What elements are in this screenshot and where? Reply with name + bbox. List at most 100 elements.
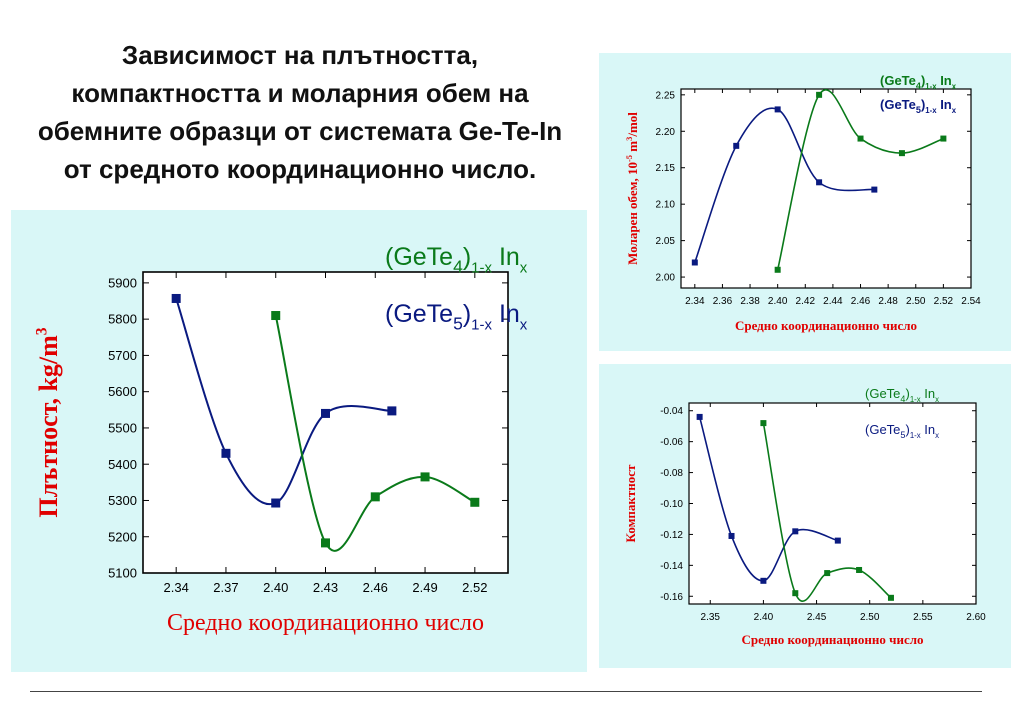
x-tick-label: 2.40 bbox=[768, 296, 788, 307]
x-tick-label: 2.50 bbox=[906, 296, 926, 307]
plot-area bbox=[142, 271, 509, 574]
data-point bbox=[898, 150, 905, 157]
x-tick-label: 2.44 bbox=[823, 296, 843, 307]
molar-volume-chart-panel: 2.25 2.20 2.15 2.10 2.05 2.00 2.34 2.36 2.38 2.40… bbox=[599, 53, 1011, 351]
compactness-chart: -0.04 -0.06 -0.08 -0.10 -0.12 -0.14 -0.16 2.35 2… bbox=[623, 386, 986, 647]
data-point bbox=[871, 186, 878, 193]
data-point bbox=[728, 532, 735, 539]
x-tick-label: 2.48 bbox=[878, 296, 898, 307]
x-tick-label: 2.50 bbox=[860, 612, 880, 623]
data-point bbox=[696, 413, 703, 420]
footer-divider bbox=[30, 691, 982, 692]
title-line: Зависимост на плътността, bbox=[121, 40, 479, 70]
plot-area bbox=[680, 88, 972, 289]
y-tick-label: 2.00 bbox=[656, 273, 676, 284]
data-point bbox=[760, 577, 767, 584]
y-tick-label: -0.04 bbox=[660, 406, 683, 417]
x-tick-label: 2.38 bbox=[740, 296, 760, 307]
data-point bbox=[321, 538, 330, 548]
series-line-2 bbox=[762, 422, 892, 602]
x-tick-label: 2.46 bbox=[363, 580, 388, 595]
data-point bbox=[370, 492, 380, 502]
data-point bbox=[857, 135, 864, 142]
x-tick-label: 2.60 bbox=[966, 612, 986, 623]
legend-entry-2: (GeTe5)1-x Inx bbox=[385, 300, 528, 334]
legend-entry-2: (GeTe5)1-x Inx bbox=[880, 97, 957, 115]
data-point bbox=[321, 408, 330, 418]
x-tick-label: 2.34 bbox=[685, 296, 705, 307]
data-point bbox=[221, 448, 231, 458]
x-tick-label: 2.45 bbox=[807, 612, 827, 623]
data-point bbox=[420, 472, 430, 482]
x-tick-label: 2.36 bbox=[713, 296, 733, 307]
data-point bbox=[856, 566, 863, 573]
x-tick-label: 2.54 bbox=[961, 296, 981, 307]
data-point bbox=[792, 590, 799, 597]
data-point bbox=[774, 106, 781, 113]
x-tick-label: 2.52 bbox=[934, 296, 954, 307]
data-point bbox=[691, 259, 698, 266]
x-tick-label: 2.52 bbox=[462, 580, 487, 595]
title-line: от средното координационно число. bbox=[63, 154, 537, 184]
data-point bbox=[733, 142, 740, 149]
legend-entry-1: (GeTe4)1-x Inx bbox=[880, 73, 957, 91]
y-tick-label: 5500 bbox=[108, 420, 137, 435]
data-point bbox=[271, 311, 281, 321]
legend-entry-1: (GeTe4)1-x Inx bbox=[385, 243, 528, 277]
y-tick-label: -0.06 bbox=[660, 437, 683, 448]
y-tick-label: 5800 bbox=[108, 312, 137, 327]
molar-volume-chart: 2.25 2.20 2.15 2.10 2.05 2.00 2.34 2.36 2.38 2.40… bbox=[624, 73, 981, 333]
y-tick-label: 5100 bbox=[108, 566, 137, 581]
y-tick-label: 2.20 bbox=[656, 127, 676, 138]
y-axis-label: Моларен обем, 10-5 m3/mol bbox=[624, 112, 640, 265]
data-point bbox=[760, 420, 767, 427]
series-line-2 bbox=[776, 89, 944, 270]
y-tick-label: 2.10 bbox=[656, 200, 676, 211]
y-tick-label: 2.15 bbox=[656, 163, 676, 174]
legend-entry-2: (GeTe5)1-x Inx bbox=[865, 422, 939, 440]
compactness-chart-panel: -0.04 -0.06 -0.08 -0.10 -0.12 -0.14 -0.16 2.35 2… bbox=[599, 364, 1011, 668]
data-point bbox=[816, 179, 823, 186]
y-tick-label: -0.08 bbox=[660, 468, 683, 479]
x-tick-label: 2.43 bbox=[313, 580, 338, 595]
x-axis-label: Средно координационно число bbox=[735, 318, 917, 333]
y-tick-label: 5900 bbox=[108, 275, 137, 290]
y-tick-label: -0.10 bbox=[660, 499, 683, 510]
x-axis-label: Средно координационно число bbox=[167, 610, 484, 636]
data-point bbox=[387, 406, 397, 416]
title-line: обемните образци от системата Ge-Te-In bbox=[37, 116, 563, 146]
x-tick-label: 2.40 bbox=[754, 612, 774, 623]
y-tick-label: 2.05 bbox=[656, 236, 676, 247]
y-tick-label: 5700 bbox=[108, 348, 137, 363]
data-point bbox=[792, 528, 799, 535]
y-tick-label: -0.14 bbox=[660, 561, 683, 572]
x-tick-label: 2.49 bbox=[412, 580, 437, 595]
x-tick-label: 2.46 bbox=[851, 296, 871, 307]
data-point bbox=[887, 594, 894, 601]
x-tick-label: 2.55 bbox=[913, 612, 933, 623]
y-axis-label: Плътност, kg/m3 bbox=[34, 327, 63, 517]
x-tick-label: 2.37 bbox=[213, 580, 238, 595]
y-tick-label: 5400 bbox=[108, 457, 137, 472]
x-tick-label: 2.34 bbox=[164, 580, 189, 595]
x-tick-label: 2.42 bbox=[796, 296, 816, 307]
data-point bbox=[940, 135, 947, 142]
x-tick-label: 2.40 bbox=[263, 580, 288, 595]
legend-entry-1: (GeTe4)1-x Inx bbox=[865, 386, 939, 404]
data-point bbox=[271, 498, 281, 508]
y-tick-label: 2.25 bbox=[656, 90, 676, 101]
density-chart: 5900 5800 5700 5600 5500 5400 5300 5200 5100 2.34… bbox=[34, 243, 528, 636]
x-tick-label: 2.35 bbox=[701, 612, 721, 623]
data-point bbox=[824, 570, 831, 577]
y-tick-label: 5600 bbox=[108, 384, 137, 399]
title-line: компактността и моларния обем на bbox=[71, 78, 529, 108]
y-tick-label: 5300 bbox=[108, 493, 137, 508]
y-tick-label: -0.16 bbox=[660, 592, 683, 603]
data-point bbox=[470, 497, 480, 507]
y-tick-label: 5200 bbox=[108, 529, 137, 544]
x-axis-label: Средно координационно число bbox=[741, 632, 923, 647]
density-chart-panel: 5900 5800 5700 5600 5500 5400 5300 5200 5100 2.34… bbox=[11, 210, 587, 672]
y-axis-label: Компактност bbox=[623, 464, 638, 543]
slide-title: Зависимост на плътността, компактността … bbox=[20, 36, 580, 188]
data-point bbox=[171, 293, 181, 303]
